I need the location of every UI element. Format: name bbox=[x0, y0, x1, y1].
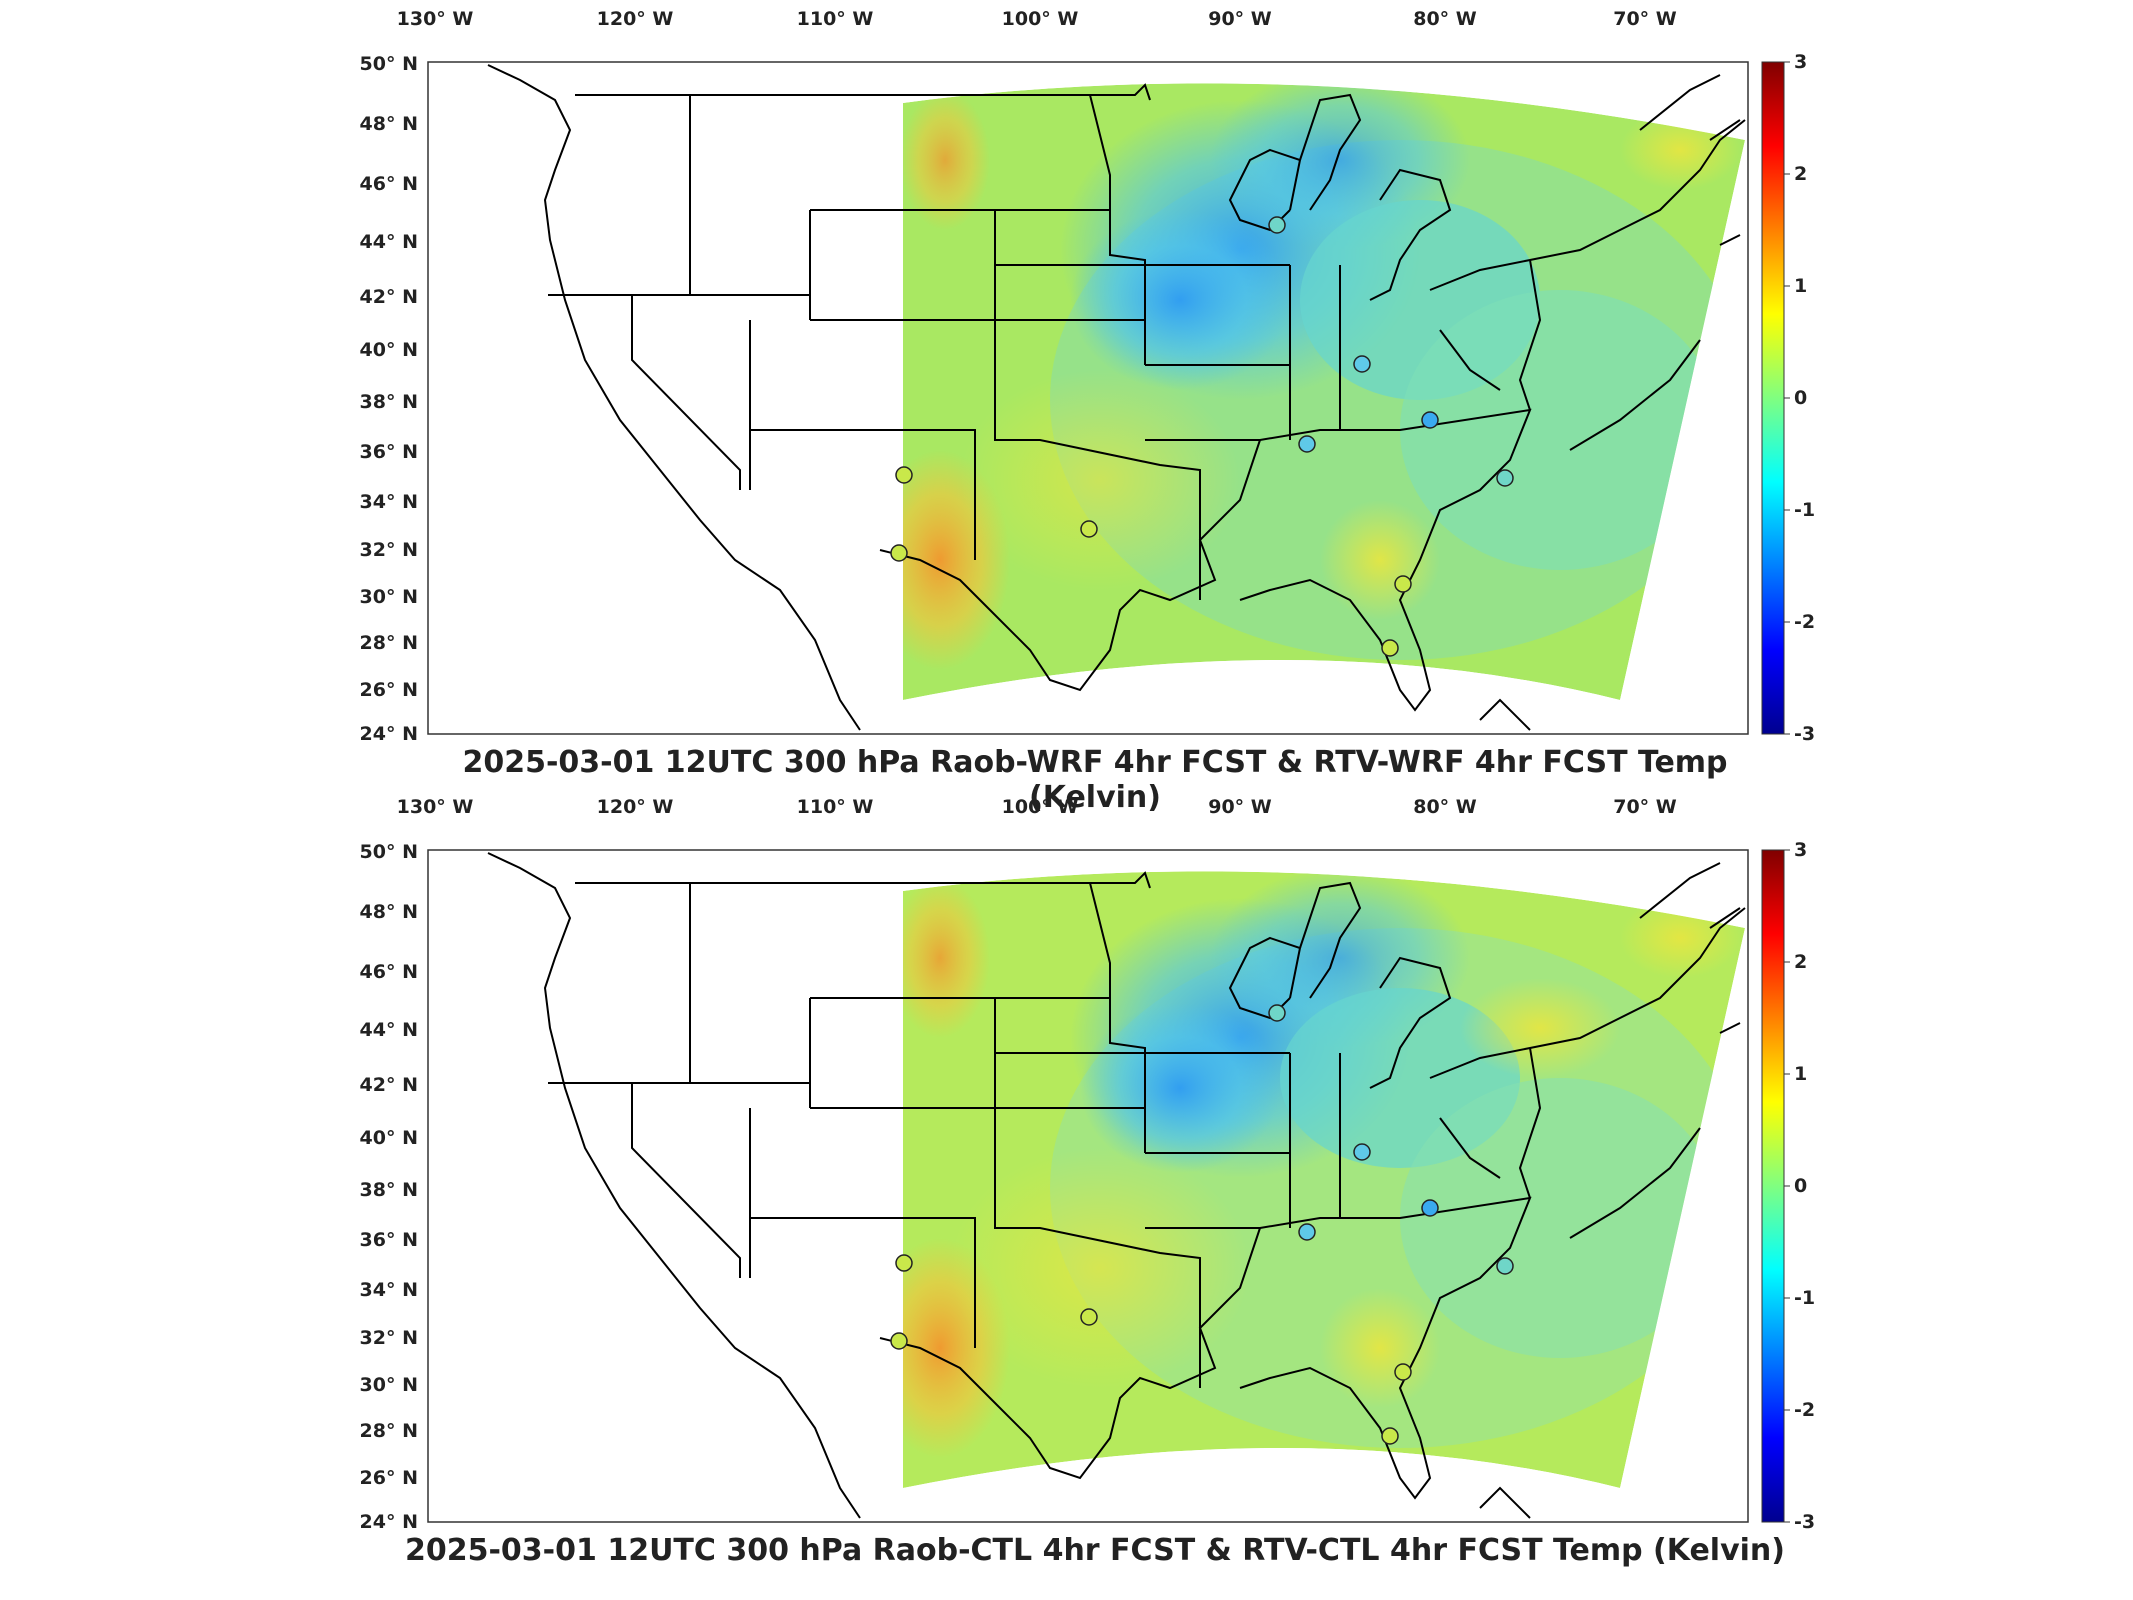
lat-label: 32° N bbox=[359, 1327, 418, 1349]
lon-label: 80° W bbox=[1413, 8, 1477, 30]
lat-label: 48° N bbox=[359, 113, 418, 135]
lat-label: 28° N bbox=[359, 632, 418, 654]
lat-label: 30° N bbox=[359, 586, 418, 608]
colorbar-label: -1 bbox=[1794, 499, 1816, 521]
lat-label: 26° N bbox=[359, 1467, 418, 1489]
lon-label: 120° W bbox=[596, 8, 674, 30]
lon-label: 130° W bbox=[396, 8, 474, 30]
temperature-difference-field bbox=[903, 871, 1745, 1488]
lon-label: 110° W bbox=[796, 8, 874, 30]
colorbar-label: -2 bbox=[1794, 611, 1816, 633]
lon-label: 70° W bbox=[1613, 796, 1677, 818]
lat-label: 34° N bbox=[359, 491, 418, 513]
lat-label: 26° N bbox=[359, 679, 418, 701]
colorbar-label: -1 bbox=[1794, 1287, 1816, 1309]
colorbar-label: 0 bbox=[1794, 387, 1808, 409]
colorbar bbox=[1761, 849, 1785, 1523]
lon-label: 70° W bbox=[1613, 8, 1677, 30]
colorbar-label: 3 bbox=[1794, 839, 1808, 861]
colorbar-label: -3 bbox=[1794, 723, 1816, 745]
map-panel-raob-wrf: 130° W 120° W 110° W 100° W 90° W 80° W … bbox=[359, 8, 1816, 815]
colorbar-label: 0 bbox=[1794, 1175, 1808, 1197]
colorbar-label: 3 bbox=[1794, 51, 1808, 73]
lat-label: 42° N bbox=[359, 1074, 418, 1096]
raob-station-markers bbox=[890, 216, 1514, 657]
colorbar-ticks bbox=[1784, 61, 1790, 735]
lon-label: 100° W bbox=[1001, 8, 1079, 30]
lat-label: 50° N bbox=[359, 53, 418, 75]
lat-label: 38° N bbox=[359, 1179, 418, 1201]
colorbar-label: -2 bbox=[1794, 1399, 1816, 1421]
map-title: 2025-03-01 12UTC 300 hPa Raob-WRF 4hr FC… bbox=[462, 745, 1728, 815]
lon-label: 90° W bbox=[1208, 796, 1272, 818]
map-plot bbox=[427, 61, 1790, 735]
raob-station-markers bbox=[890, 1004, 1514, 1445]
lat-label: 28° N bbox=[359, 1420, 418, 1442]
lat-label: 30° N bbox=[359, 1374, 418, 1396]
colorbar-label: 1 bbox=[1794, 275, 1808, 297]
colorbar-label: 1 bbox=[1794, 1063, 1808, 1085]
lat-label: 46° N bbox=[359, 961, 418, 983]
lon-label: 120° W bbox=[596, 796, 674, 818]
lon-label: 90° W bbox=[1208, 8, 1272, 30]
colorbar-label: 2 bbox=[1794, 951, 1808, 973]
lat-label: 34° N bbox=[359, 1279, 418, 1301]
temperature-difference-field bbox=[903, 83, 1745, 701]
colorbar-label: 2 bbox=[1794, 163, 1808, 185]
lat-label: 48° N bbox=[359, 901, 418, 923]
map-title: 2025-03-01 12UTC 300 hPa Raob-CTL 4hr FC… bbox=[404, 1533, 1785, 1568]
colorbar-label: -3 bbox=[1794, 1511, 1816, 1533]
colorbar-ticks bbox=[1784, 849, 1790, 1523]
lat-label: 24° N bbox=[359, 1511, 418, 1533]
lat-label: 40° N bbox=[359, 1127, 418, 1149]
lat-label: 44° N bbox=[359, 231, 418, 253]
lat-label: 42° N bbox=[359, 286, 418, 308]
lat-label: 38° N bbox=[359, 391, 418, 413]
lon-label: 80° W bbox=[1413, 796, 1477, 818]
lat-label: 36° N bbox=[359, 1229, 418, 1251]
lat-label: 46° N bbox=[359, 173, 418, 195]
lon-label: 130° W bbox=[396, 796, 474, 818]
lat-label: 44° N bbox=[359, 1019, 418, 1041]
lat-label: 32° N bbox=[359, 539, 418, 561]
lat-label: 24° N bbox=[359, 723, 418, 745]
lat-label: 50° N bbox=[359, 841, 418, 863]
map-panel-raob-ctl: 130° W 120° W 110° W 100° W 90° W 80° W … bbox=[0, 788, 2133, 1588]
lon-label: 110° W bbox=[796, 796, 874, 818]
map-plot bbox=[427, 849, 1790, 1523]
coastline-and-borders bbox=[487, 852, 1746, 1519]
lat-label: 36° N bbox=[359, 441, 418, 463]
lon-label: 100° W bbox=[1001, 796, 1079, 818]
coastline-and-borders bbox=[487, 64, 1746, 731]
lat-label: 40° N bbox=[359, 339, 418, 361]
colorbar bbox=[1761, 61, 1785, 735]
